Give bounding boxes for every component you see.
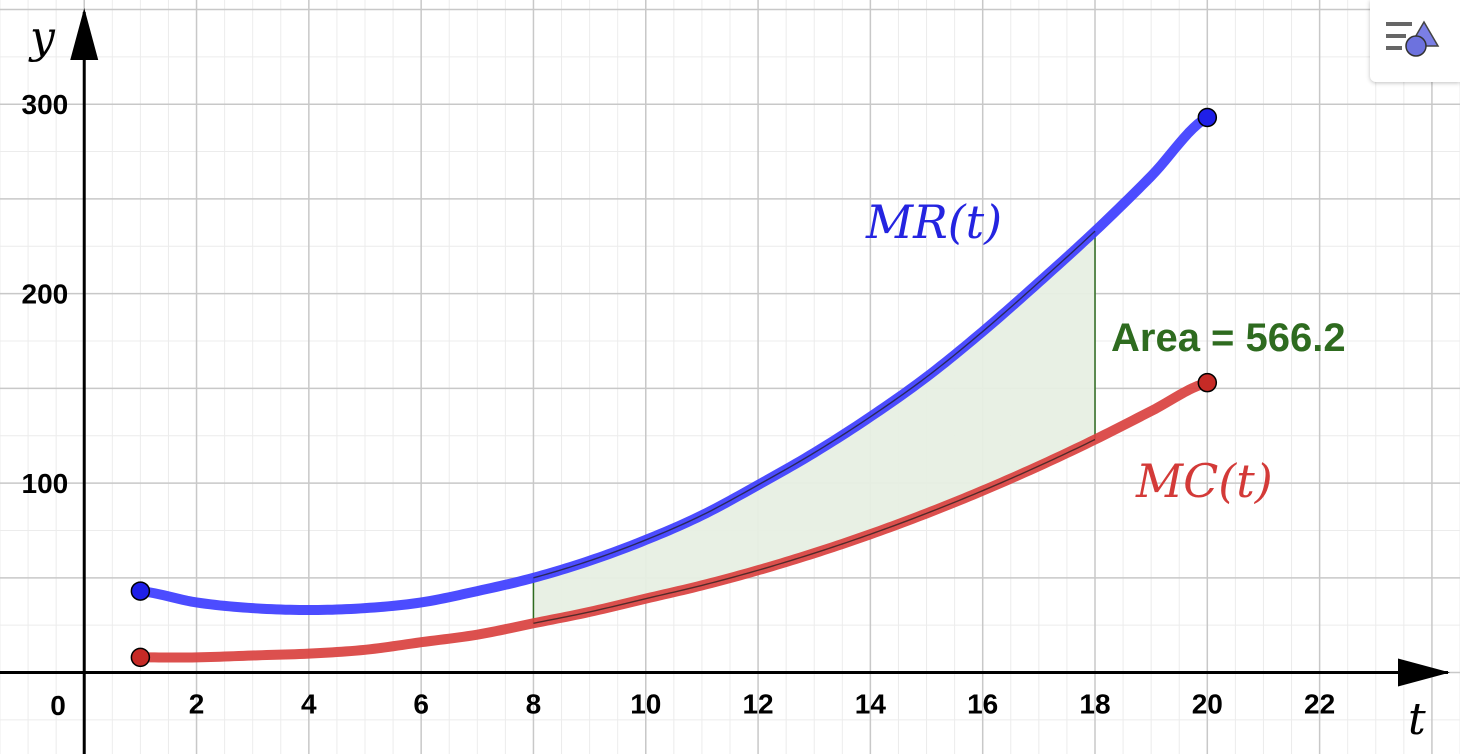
x-tick-label: 20 [1192, 689, 1223, 720]
x-tick-label: 4 [301, 689, 317, 720]
x-axis-arrow [1398, 658, 1450, 687]
y-tick-label: 200 [22, 279, 69, 310]
curve-labels: MR(t) MC(t) Area = 566.2 y t 0 [28, 12, 1426, 745]
shaded-area-layer [532, 231, 1096, 624]
mc-curve-label: MC(t) [1135, 454, 1273, 508]
mc-curve-shaded-edge [533, 438, 1096, 624]
x-tick-label: 8 [526, 689, 542, 720]
x-tick-label: 2 [189, 689, 205, 720]
x-tick-label: 14 [855, 689, 887, 720]
y-tick-label: 300 [22, 89, 69, 120]
mr-curve-start-point [130, 581, 151, 601]
y-tick-label: 100 [22, 468, 69, 499]
y-axis-label: y [28, 12, 56, 63]
mc-curve-start-point [130, 647, 151, 668]
x-tick-label: 22 [1304, 689, 1335, 720]
tick-labels: 2 4 6 8 10 12 14 16 18 20 22 100 200 300 [22, 89, 1336, 719]
axes [0, 8, 1450, 754]
mc-curve-end-point [1197, 372, 1218, 393]
area-annotation: Area = 566.2 [1111, 316, 1346, 360]
mr-curve-end-point [1197, 107, 1218, 128]
x-tick-label: 16 [967, 689, 998, 720]
x-tick-label: 10 [630, 689, 661, 720]
origin-label: 0 [50, 690, 66, 721]
style-bar-toggle-button[interactable] [1370, 0, 1460, 82]
curves [130, 107, 1218, 668]
mr-curve-shaded-edge [533, 230, 1096, 579]
y-axis-arrow [70, 8, 99, 60]
mr-curve-label: MR(t) [865, 195, 1002, 249]
shaded-area [533, 231, 1095, 624]
x-tick-label: 12 [742, 689, 773, 720]
style-bar-toggle-icon [1386, 20, 1440, 57]
x-axis-label: t [1408, 694, 1426, 745]
x-tick-label: 6 [413, 689, 429, 720]
x-tick-label: 18 [1079, 689, 1110, 720]
